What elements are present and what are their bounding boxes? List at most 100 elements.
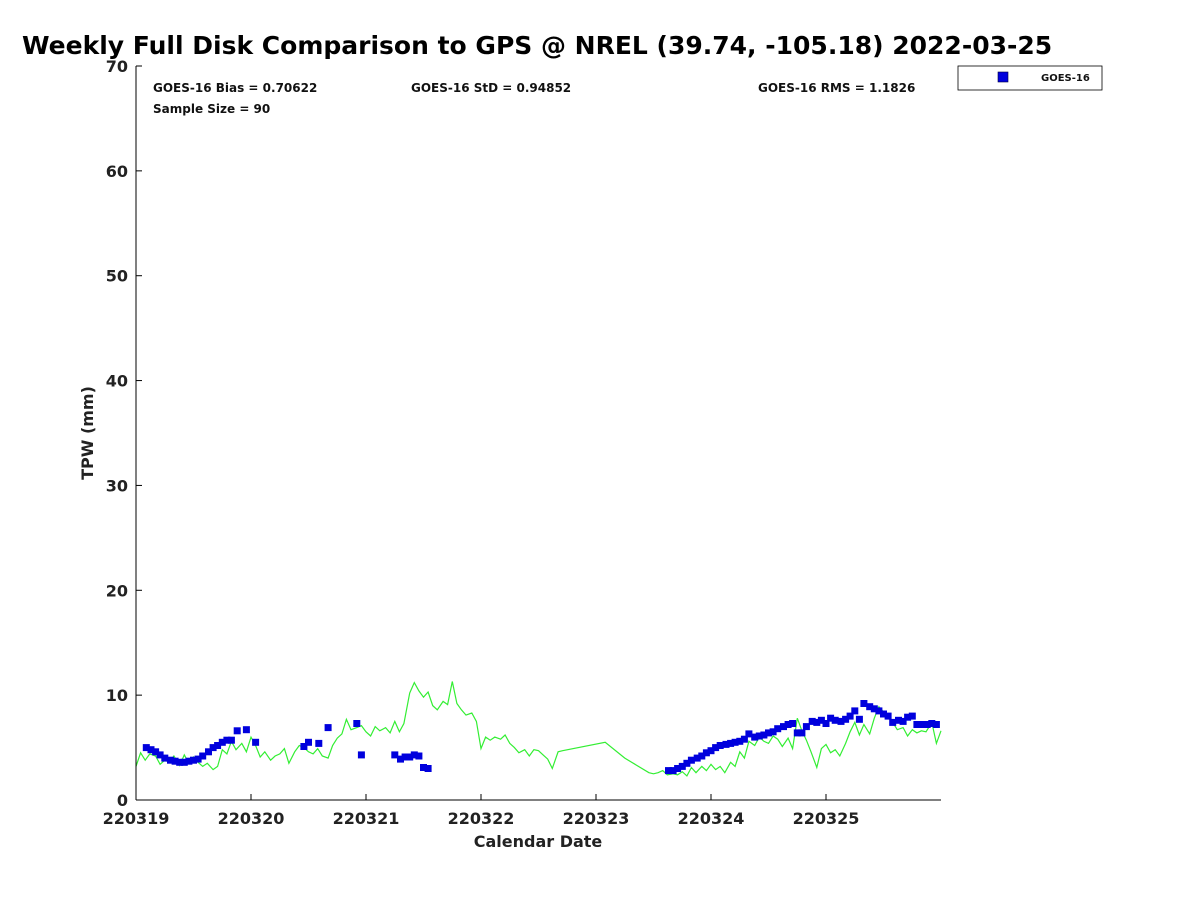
goes16-point	[798, 729, 806, 737]
goes16-point	[870, 705, 878, 713]
goes16-point	[889, 718, 897, 726]
goes16-point	[751, 733, 759, 741]
goes16-point	[406, 753, 414, 761]
goes16-point	[928, 720, 936, 727]
goes16-point	[167, 756, 174, 764]
x-tick-label: 220321	[333, 809, 400, 828]
goes16-point	[305, 738, 312, 746]
legend-box	[957, 65, 1103, 91]
x-tick-label: 220320	[218, 809, 285, 828]
goes16-point	[802, 723, 810, 731]
goes16-point	[152, 748, 160, 756]
goes16-point	[324, 724, 332, 732]
goes16-point	[142, 744, 150, 752]
goes16-point	[813, 718, 821, 726]
goes16-point	[851, 707, 859, 715]
goes16-point	[397, 755, 404, 763]
x-tick-label: 220322	[448, 809, 515, 828]
stat-sample-size: Sample Size = 90	[153, 102, 270, 116]
y-axis-label: TPW (mm)	[78, 386, 97, 480]
goes16-point	[156, 751, 164, 759]
stat-std: GOES-16 StD = 0.94852	[411, 81, 571, 95]
goes16-point	[846, 712, 854, 720]
goes16-point	[899, 717, 907, 725]
goes16-point	[817, 716, 825, 724]
stat-rms: GOES-16 RMS = 1.1826	[758, 81, 915, 95]
goes16-point	[808, 717, 816, 725]
goes16-point	[731, 738, 739, 746]
goes16-point	[176, 758, 184, 766]
goes16-point	[755, 732, 763, 740]
x-axis-label: Calendar Date	[474, 832, 603, 851]
goes16-point	[185, 757, 193, 765]
goes16-point	[698, 752, 706, 760]
goes16-point	[391, 751, 399, 759]
x-tick-label: 220319	[103, 809, 170, 828]
goes16-point	[199, 752, 207, 760]
y-tick-label: 10	[106, 686, 128, 705]
goes16-point	[932, 721, 940, 728]
goes16-point	[736, 737, 744, 745]
goes16-point	[357, 751, 365, 759]
goes16-point	[669, 767, 677, 775]
goes16-point	[415, 752, 423, 760]
goes16-point	[884, 712, 892, 720]
x-tick-label: 220324	[678, 809, 745, 828]
gps-tpw-line	[135, 681, 942, 777]
stat-bias: GOES-16 Bias = 0.70622	[153, 81, 317, 95]
goes16-point	[218, 738, 226, 746]
goes16-point	[789, 720, 797, 727]
goes16-point	[712, 744, 720, 752]
goes16-point	[687, 756, 695, 764]
x-tick-label: 220323	[563, 809, 630, 828]
goes16-point	[842, 715, 850, 723]
goes16-point	[702, 749, 710, 757]
goes16-point	[214, 742, 222, 749]
y-tick-label: 70	[106, 57, 128, 76]
goes16-point	[223, 736, 231, 744]
goes16-point	[424, 765, 432, 772]
goes16-point	[917, 721, 925, 728]
goes16-point	[769, 728, 777, 736]
goes16-point	[716, 742, 724, 749]
goes16-point	[315, 739, 323, 747]
goes16-point	[880, 710, 887, 718]
chart-title: Weekly Full Disk Comparison to GPS @ NRE…	[22, 31, 1052, 60]
goes16-point	[780, 723, 787, 731]
goes16-point	[765, 729, 772, 737]
goes16-point	[209, 744, 217, 752]
y-tick-label: 30	[106, 476, 128, 495]
goes16-point	[831, 716, 839, 724]
y-tick-label: 20	[106, 581, 128, 600]
goes16-point	[827, 714, 835, 722]
y-tick-label: 40	[106, 372, 128, 391]
goes16-point	[401, 753, 409, 761]
goes16-point	[233, 727, 241, 735]
goes16-point	[866, 703, 874, 711]
goes16-point	[822, 720, 830, 727]
goes16-point	[353, 720, 361, 727]
goes16-point	[683, 759, 691, 767]
goes16-point	[760, 731, 768, 739]
goes16-point	[875, 707, 883, 715]
goes16-point	[420, 764, 427, 771]
goes16-point	[913, 721, 921, 728]
goes16-point	[727, 739, 735, 747]
goes16-point	[147, 746, 155, 754]
goes16-point	[205, 748, 212, 756]
goes16-point	[190, 756, 197, 764]
goes16-point	[227, 736, 235, 744]
goes16-point	[740, 735, 748, 743]
y-tick-label: 60	[106, 162, 128, 181]
goes16-point	[161, 754, 169, 762]
goes16-point	[904, 713, 912, 721]
goes16-point	[674, 765, 682, 772]
goes16-point	[895, 716, 902, 724]
goes16-point	[923, 721, 931, 728]
goes16-point	[300, 743, 308, 750]
legend-label-goes16: GOES-16	[1041, 73, 1090, 84]
goes16-point	[252, 738, 260, 746]
plot-area: 0 10 20 30 40 50 60 70 220319 220320 220321 220322 2…	[103, 57, 942, 828]
goes16-point	[678, 762, 686, 770]
